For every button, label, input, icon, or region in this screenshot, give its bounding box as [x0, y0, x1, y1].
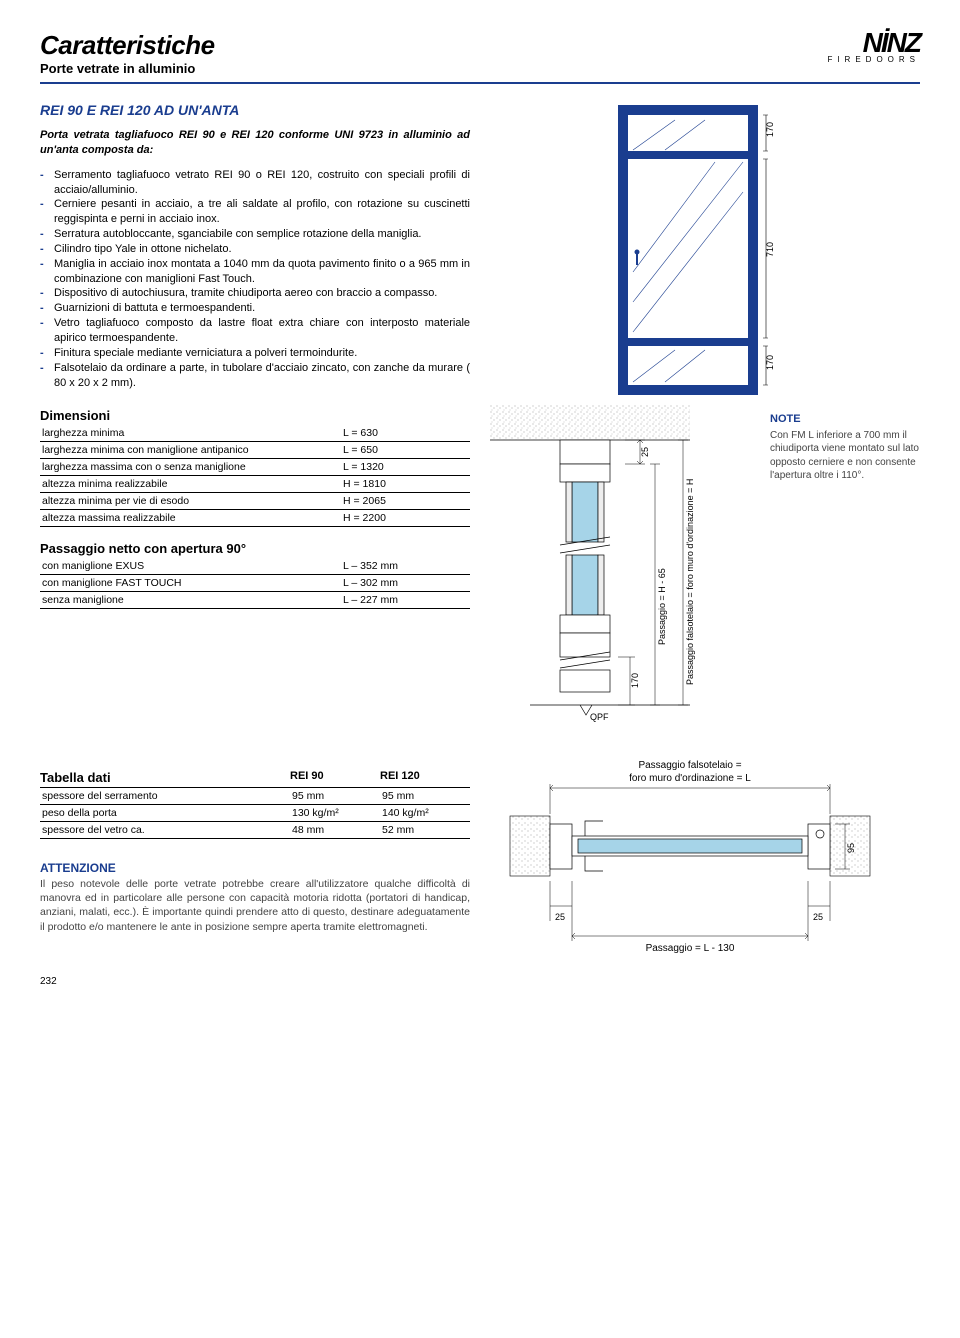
page-header: Caratteristiche Porte vetrate in allumin…: [40, 30, 920, 84]
pass-l130: Passaggio = L - 130: [646, 943, 735, 954]
table-row: larghezza minimaL = 630: [40, 425, 470, 442]
main-content: REI 90 E REI 120 AD UN'ANTA Porta vetrat…: [40, 102, 920, 738]
plan-title-l2: foro muro d'ordinazione = L: [629, 773, 751, 784]
tabella-col2: REI 120: [380, 770, 470, 785]
dim-bottom-transom: 170: [765, 355, 775, 370]
tabella-row: Tabella dati REI 90 REI 120 spessore del…: [40, 756, 920, 979]
intro-paragraph: Porta vetrata tagliafuoco REI 90 e REI 1…: [40, 128, 470, 158]
header-left: Caratteristiche Porte vetrate in allumin…: [40, 30, 215, 76]
attenzione-body: Il peso notevole delle porte vetrate pot…: [40, 877, 470, 934]
text-column: REI 90 E REI 120 AD UN'ANTA Porta vetrat…: [40, 102, 470, 738]
feature-list: Serramento tagliafuoco vetrato REI 90 o …: [40, 168, 470, 391]
dim-95: 95: [846, 843, 856, 853]
table-row: senza maniglioneL – 227 mm: [40, 592, 470, 609]
feature-item: Vetro tagliafuoco composto da lastre flo…: [40, 316, 470, 346]
table-row: altezza minima per vie di esodoH = 2065: [40, 493, 470, 510]
brand-logo: NİNZ FIREDOORS: [827, 30, 920, 64]
table-row: altezza minima realizzabileH = 1810: [40, 476, 470, 493]
attenzione-title: ATTENZIONE: [40, 861, 470, 875]
door-elevation-diagram: 170 710 170: [615, 102, 795, 397]
page-title: Caratteristiche: [40, 30, 215, 61]
table-row: larghezza massima con o senza maniglione…: [40, 459, 470, 476]
feature-item: Maniglia in acciaio inox montata a 1040 …: [40, 257, 470, 287]
table-row: spessore del vetro ca.48 mm52 mm: [40, 822, 470, 839]
diagram-column: 170 710 170: [490, 102, 920, 738]
dim-top-transom: 170: [765, 122, 775, 137]
section-heading: REI 90 E REI 120 AD UN'ANTA: [40, 102, 470, 118]
note-box: NOTE Con FM L inferiore a 700 mm il chiu…: [770, 412, 930, 483]
page-number: 232: [40, 976, 57, 987]
feature-item: Finitura speciale mediante verniciatura …: [40, 346, 470, 361]
note-body: Con FM L inferiore a 700 mm il chiudipor…: [770, 429, 930, 483]
feature-item: Serramento tagliafuoco vetrato REI 90 o …: [40, 168, 470, 198]
feature-item: Dispositivo di autochiusura, tramite chi…: [40, 286, 470, 301]
attenzione-block: ATTENZIONE Il peso notevole delle porte …: [40, 861, 470, 934]
qpf-label: QPF: [590, 712, 609, 722]
dim-main-height: 710: [765, 242, 775, 257]
feature-item: Cerniere pesanti in acciaio, a tre ali s…: [40, 197, 470, 227]
feature-item: Falsotelaio da ordinare a parte, in tubo…: [40, 361, 470, 391]
dimensioni-title: Dimensioni: [40, 408, 470, 423]
pass-falso-h: Passaggio falsotelaio = foro muro d'ordi…: [685, 479, 695, 685]
table-row: con maniglione FAST TOUCHL – 302 mm: [40, 575, 470, 592]
page-subtitle: Porte vetrate in alluminio: [40, 61, 215, 76]
feature-item: Cilindro tipo Yale in ottone nichelato.: [40, 242, 470, 257]
dim-25-left: 25: [555, 912, 565, 922]
pass-h65: Passaggio = H - 65: [657, 568, 667, 645]
logo-subtext: FIREDOORS: [827, 55, 920, 64]
note-title: NOTE: [770, 412, 930, 427]
table-row: con maniglione EXUSL – 352 mm: [40, 558, 470, 575]
logo-text: NİNZ: [827, 30, 920, 55]
passaggio-title: Passaggio netto con apertura 90°: [40, 541, 470, 556]
dimensioni-table: larghezza minimaL = 630larghezza minima …: [40, 425, 470, 527]
tabella-col1: REI 90: [290, 770, 380, 785]
passaggio-table: con maniglione EXUSL – 352 mmcon manigli…: [40, 558, 470, 609]
door-plan-diagram: Passaggio falsotelaio = foro muro d'ordi…: [500, 756, 880, 976]
table-row: peso della porta130 kg/m²140 kg/m²: [40, 805, 470, 822]
table-row: altezza massima realizzabileH = 2200: [40, 510, 470, 527]
feature-item: Serratura autobloccante, sganciabile con…: [40, 227, 470, 242]
table-row: spessore del serramento95 mm95 mm: [40, 788, 470, 805]
door-section-diagram: QPF 25 170 Passaggio = H - 65: [490, 405, 730, 735]
tabella-dati-table: spessore del serramento95 mm95 mmpeso de…: [40, 787, 470, 839]
tabella-title: Tabella dati: [40, 770, 290, 785]
dim-25: 25: [640, 447, 650, 457]
dim-25-right: 25: [813, 912, 823, 922]
dim-170: 170: [630, 673, 640, 688]
table-row: larghezza minima con maniglione antipani…: [40, 442, 470, 459]
plan-title-l1: Passaggio falsotelaio =: [638, 760, 741, 771]
feature-item: Guarnizioni di battuta e termoespandenti…: [40, 301, 470, 316]
